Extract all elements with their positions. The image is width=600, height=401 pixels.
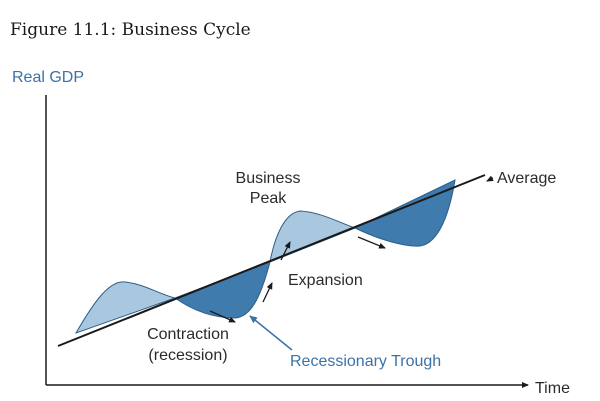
y-axis-label: Real GDP [12, 69, 84, 86]
expansion-arrow-1 [262, 282, 273, 303]
expansion-label: Expansion [288, 272, 363, 289]
figure-title: Figure 11.1: Business Cycle [10, 20, 251, 40]
expansion-arrow-2 [280, 241, 291, 261]
contraction-label-line2: (recession) [148, 347, 227, 364]
contraction-arrow-1 [209, 310, 236, 323]
average-pointer-arrow [486, 175, 494, 182]
average-label: Average [497, 170, 556, 187]
recession-region-1 [173, 261, 271, 319]
peak-label-line1: Business [236, 170, 301, 187]
trough-label: Recessionary Trough [290, 353, 441, 370]
peak-label-line2: Peak [250, 190, 287, 207]
average-trend-line [57, 174, 486, 347]
expansion-region-1 [74, 281, 177, 334]
trough-pointer-arrow [249, 315, 293, 351]
contraction-arrow-2 [357, 236, 386, 249]
x-axis-label: Time [535, 380, 570, 397]
expansion-region-2 [269, 210, 357, 263]
recession-region-2 [353, 179, 456, 247]
contraction-label-line1: Contraction [147, 326, 229, 343]
